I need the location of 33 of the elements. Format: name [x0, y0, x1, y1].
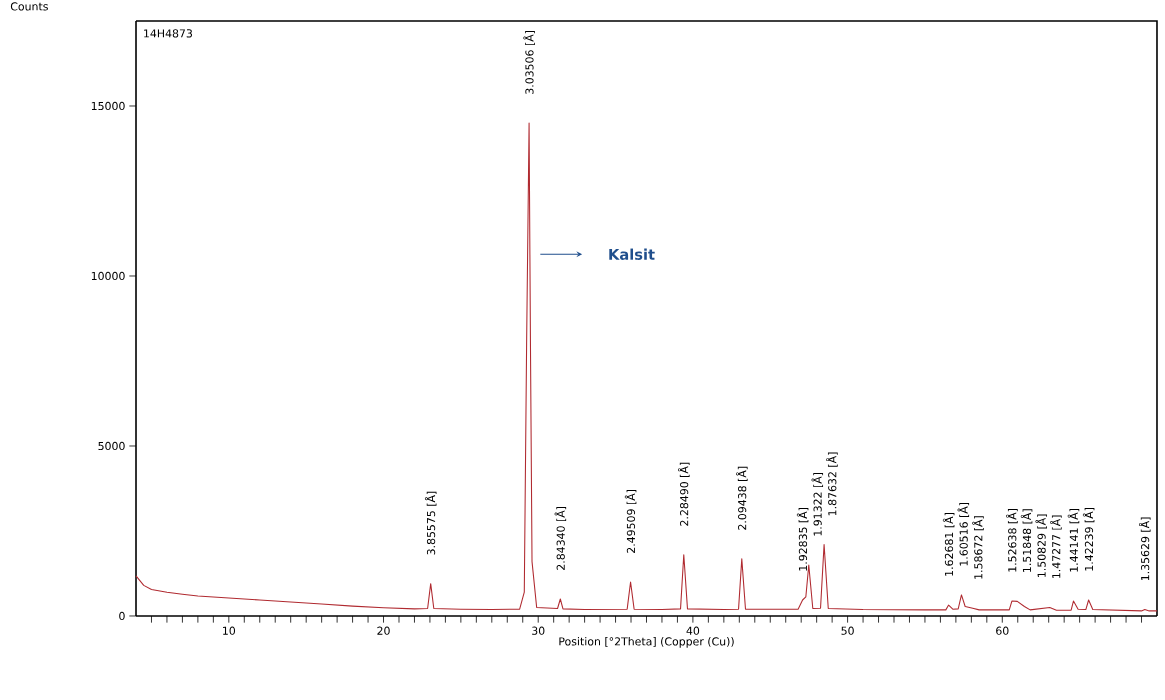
- x-tick-label: 20: [377, 626, 390, 635]
- annotation: Kalsit: [609, 248, 655, 260]
- x-tick-label: 50: [841, 626, 854, 635]
- annotation: 1.52638 [Å]: [1006, 509, 1018, 572]
- annotation: 1.92835 [Å]: [796, 508, 809, 571]
- annotation: 1.51848 [Å]: [1020, 509, 1033, 572]
- y-tick-label: 15000: [91, 101, 125, 111]
- x-tick-label: 40: [686, 626, 700, 635]
- annotation: 1.60516 [Å]: [957, 502, 970, 566]
- annotation: 1.47277 [Å]: [1050, 515, 1062, 579]
- annotation: 1.87632 [Å]: [826, 452, 838, 516]
- annotation: 1.35629 [Å]: [1138, 517, 1151, 581]
- annotation: 1.44141 [Å]: [1067, 509, 1080, 572]
- annotation: 14H4873: [144, 29, 193, 38]
- x-tick-label: 30: [532, 626, 545, 635]
- annotation: 1.58672 [Å]: [972, 516, 984, 579]
- x-tick-label: 60: [996, 626, 1009, 635]
- annotation: 2.28490 [Å]: [677, 462, 690, 526]
- y-tick-label: 10000: [91, 271, 125, 281]
- y-tick-label: 0: [119, 611, 125, 621]
- annotation: 2.09438 [Å]: [736, 466, 748, 530]
- annotation: 2.49509 [Å]: [624, 489, 637, 553]
- annotation: 2.84340 [Å]: [554, 506, 567, 570]
- annotation: 1.50829 [Å]: [1035, 514, 1048, 578]
- x-axis-title: Position [°2Theta] (Copper (Cu)): [559, 637, 734, 648]
- x-tick-label: 10: [223, 626, 236, 635]
- y-axis-title: Counts: [10, 2, 48, 11]
- annotation: 1.91322 [Å]: [811, 472, 824, 536]
- y-tick-label: 5000: [98, 441, 125, 451]
- annotation: 3.85575 [Å]: [424, 491, 437, 555]
- annotation: 3.03506 [Å]: [523, 30, 535, 94]
- annotation: 1.62681 [Å]: [942, 513, 955, 576]
- annotation: 1.42239 [Å]: [1082, 508, 1095, 571]
